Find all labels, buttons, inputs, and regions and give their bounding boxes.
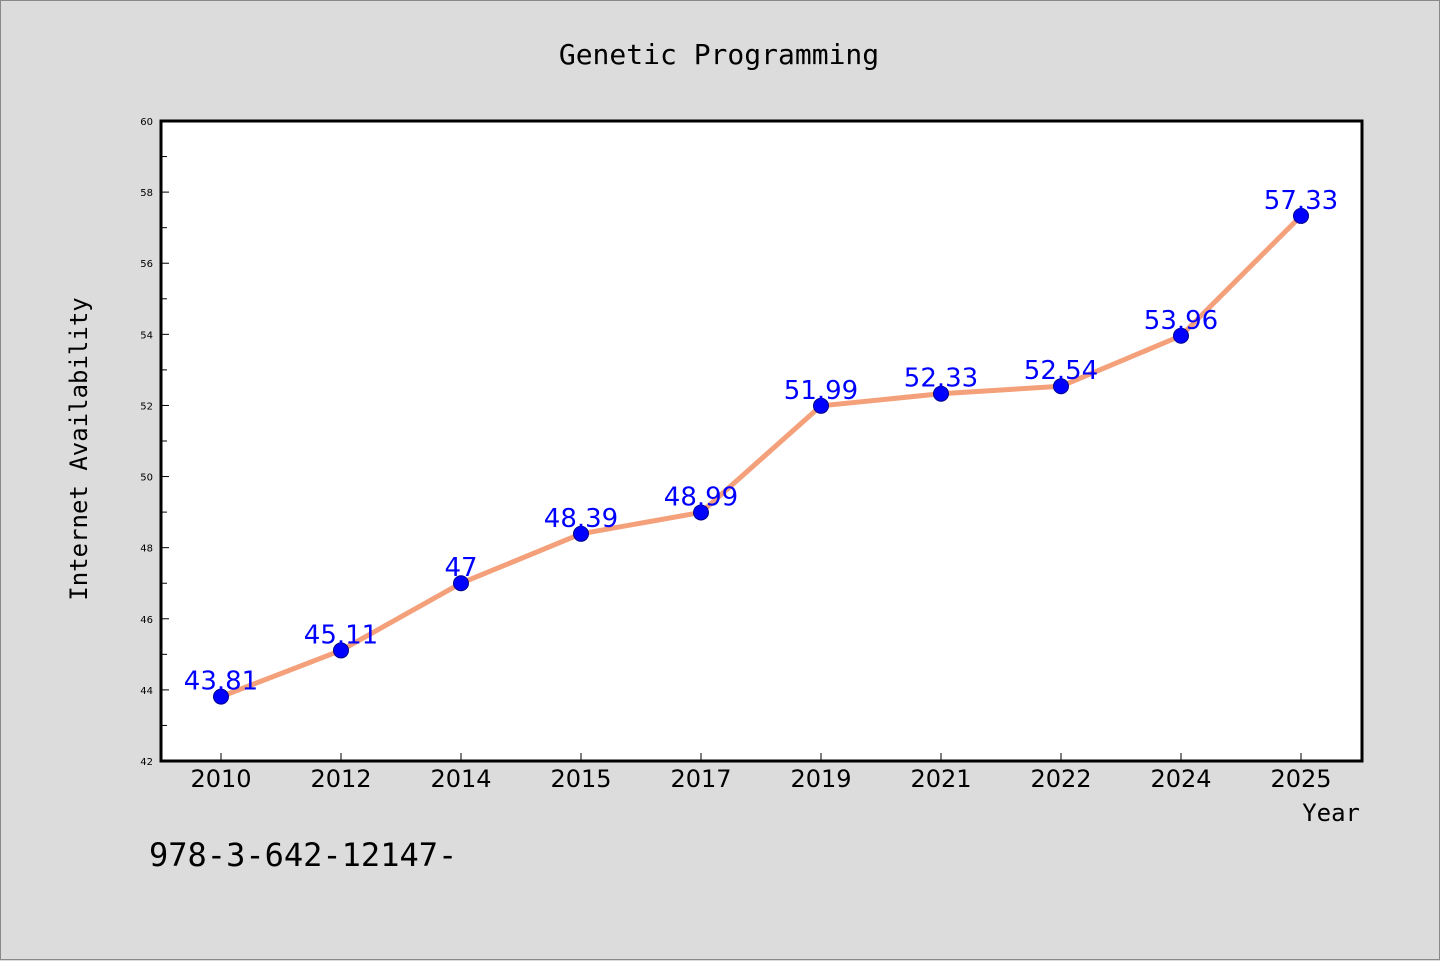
x-tick-label: 2025 [1270,765,1331,793]
y-tick-label: 50 [140,473,153,484]
y-tick-label: 52 [140,401,153,412]
y-tick-label: 60 [140,117,153,128]
x-tick-label: 2017 [670,765,731,793]
data-point [693,504,709,521]
x-tick-label: 2012 [310,765,371,793]
data-point [1053,378,1069,395]
y-tick-label: 42 [140,757,153,768]
x-tick-label: 2022 [1030,765,1091,793]
y-tick-label: 48 [140,544,153,555]
data-label: 52.54 [1024,356,1098,386]
data-point [813,397,829,414]
data-label: 57.33 [1264,186,1338,216]
x-tick-label: 2019 [790,765,851,793]
y-tick-label: 58 [140,188,153,199]
data-label: 48.99 [664,482,738,512]
x-tick-label: 2015 [550,765,611,793]
data-label: 53.96 [1144,306,1218,336]
data-label: 48.39 [544,504,618,534]
data-label: 43.81 [184,667,258,697]
series-group: 43.81 45.11 47 48.39 48.99 51.99 52.33 52.54 53.… [184,186,1338,705]
data-label: 45.11 [304,620,378,650]
data-point [1173,327,1189,344]
y-axis-ticks: 42 44 46 48 50 52 54 56 58 60 [140,117,169,768]
x-tick-label: 2010 [190,765,251,793]
data-point [1293,207,1309,224]
footnote-text: 978-3-642-12147- [149,836,457,874]
x-tick-label: 2014 [430,765,491,793]
data-label: 52.33 [904,364,978,394]
x-tick-label: 2024 [1150,765,1211,793]
y-tick-label: 56 [140,259,153,270]
chart-title: Genetic Programming [559,38,879,71]
series-line [220,214,1303,699]
x-axis-label: Year [1302,799,1360,827]
data-point [333,642,349,659]
plot-area [159,119,1364,763]
x-tick-label: 2021 [910,765,971,793]
data-point [213,688,229,705]
data-point [933,385,949,402]
data-label: 47 [444,553,477,583]
y-axis-label: Internet Availability [65,297,93,600]
y-tick-label: 54 [140,330,153,341]
data-point [573,525,589,542]
data-label: 51.99 [784,376,858,406]
x-axis-ticks: 2010 2012 2014 2015 2017 2019 2021 2022 2024 2025 [190,753,1332,793]
data-point [453,575,469,592]
y-tick-label: 44 [140,686,153,697]
y-tick-label: 46 [140,615,153,626]
